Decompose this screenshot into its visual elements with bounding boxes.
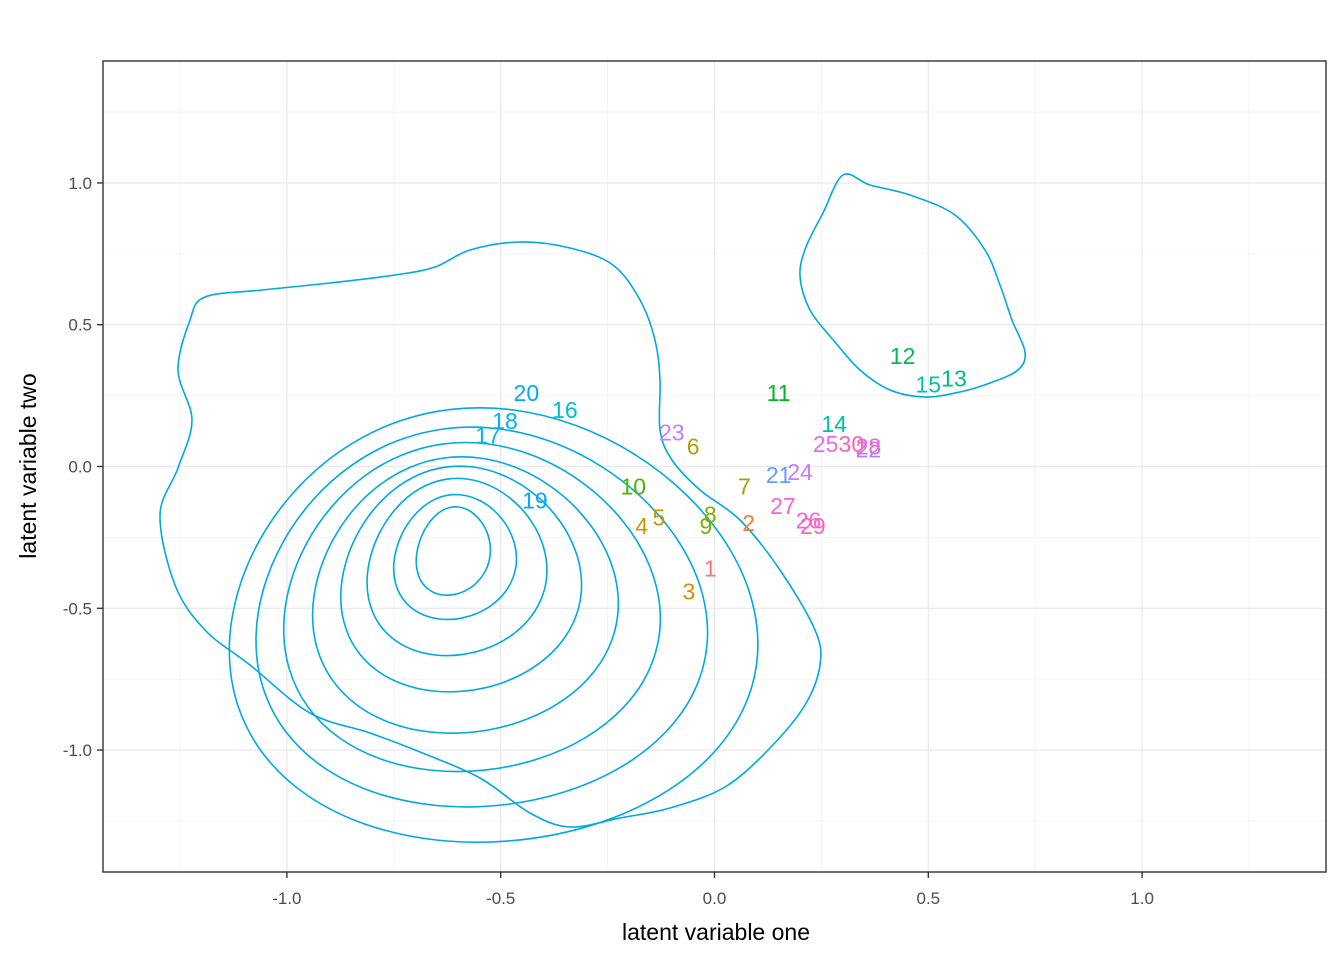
density-contour-level-2	[228, 407, 759, 844]
point-label-21: 21	[766, 462, 792, 488]
point-label-23: 23	[659, 419, 685, 445]
density-contours	[159, 173, 1027, 844]
density-contour-level-4	[282, 441, 662, 773]
grid	[103, 61, 1326, 872]
point-label-2: 2	[742, 510, 755, 536]
point-label-11: 11	[767, 380, 791, 406]
point-label-18: 18	[492, 408, 518, 434]
point-label-8: 8	[704, 502, 717, 528]
point-label-19: 19	[522, 488, 548, 514]
point-label-16: 16	[552, 397, 578, 423]
density-contour-island	[799, 173, 1027, 398]
point-label-13: 13	[941, 366, 967, 392]
density-contour-level-3	[255, 426, 709, 808]
point-label-4: 4	[635, 513, 648, 539]
density-contour-level-7	[366, 477, 548, 657]
point-label-20: 20	[514, 380, 540, 406]
y-tick-label-4: 1.0	[68, 174, 92, 193]
point-label-12: 12	[890, 343, 916, 369]
point-label-5: 5	[653, 505, 666, 531]
point-label-14: 14	[821, 411, 847, 437]
x-tick-label-2: 0.0	[703, 889, 727, 908]
point-label-24: 24	[787, 459, 813, 485]
density-contour-level-9	[415, 505, 492, 597]
point-label-25: 25	[813, 431, 839, 457]
x-tick-label-3: 0.5	[916, 889, 940, 908]
point-label-17: 17	[475, 422, 501, 448]
point-label-10: 10	[620, 473, 646, 499]
point-label-29: 29	[800, 513, 826, 539]
point-label-27: 27	[770, 493, 796, 519]
y-tick-label-1: -0.5	[63, 599, 92, 618]
x-axis-title: latent variable one	[622, 919, 810, 945]
point-label-30: 30	[839, 431, 865, 457]
y-tick-label-2: 0.0	[68, 458, 92, 477]
point-label-26: 26	[796, 507, 822, 533]
point-label-3: 3	[682, 578, 695, 604]
density-contour-outer	[159, 241, 822, 828]
density-contour-level-5	[311, 456, 620, 734]
x-tick-label-4: 1.0	[1130, 889, 1154, 908]
x-tick-label-0: -1.0	[272, 889, 301, 908]
axis-ticks: -1.0 -0.5 0.0 0.5 1.0 -1.0 -0.5 0.0 0.5 1.0	[63, 174, 1154, 908]
density-contour-level-8	[392, 493, 518, 621]
density-contour-level-6	[339, 465, 583, 693]
point-label-15: 15	[916, 371, 942, 397]
point-label-7: 7	[738, 473, 751, 499]
y-tick-label-0: -1.0	[63, 741, 92, 760]
point-label-1: 1	[704, 556, 717, 582]
point-label-28: 28	[856, 434, 882, 460]
y-tick-label-3: 0.5	[68, 316, 92, 335]
point-label-9: 9	[700, 513, 713, 539]
y-axis-title: latent variable two	[15, 373, 41, 558]
x-tick-label-1: -0.5	[486, 889, 515, 908]
point-label-22: 22	[856, 436, 882, 462]
point-label-6: 6	[687, 434, 700, 460]
